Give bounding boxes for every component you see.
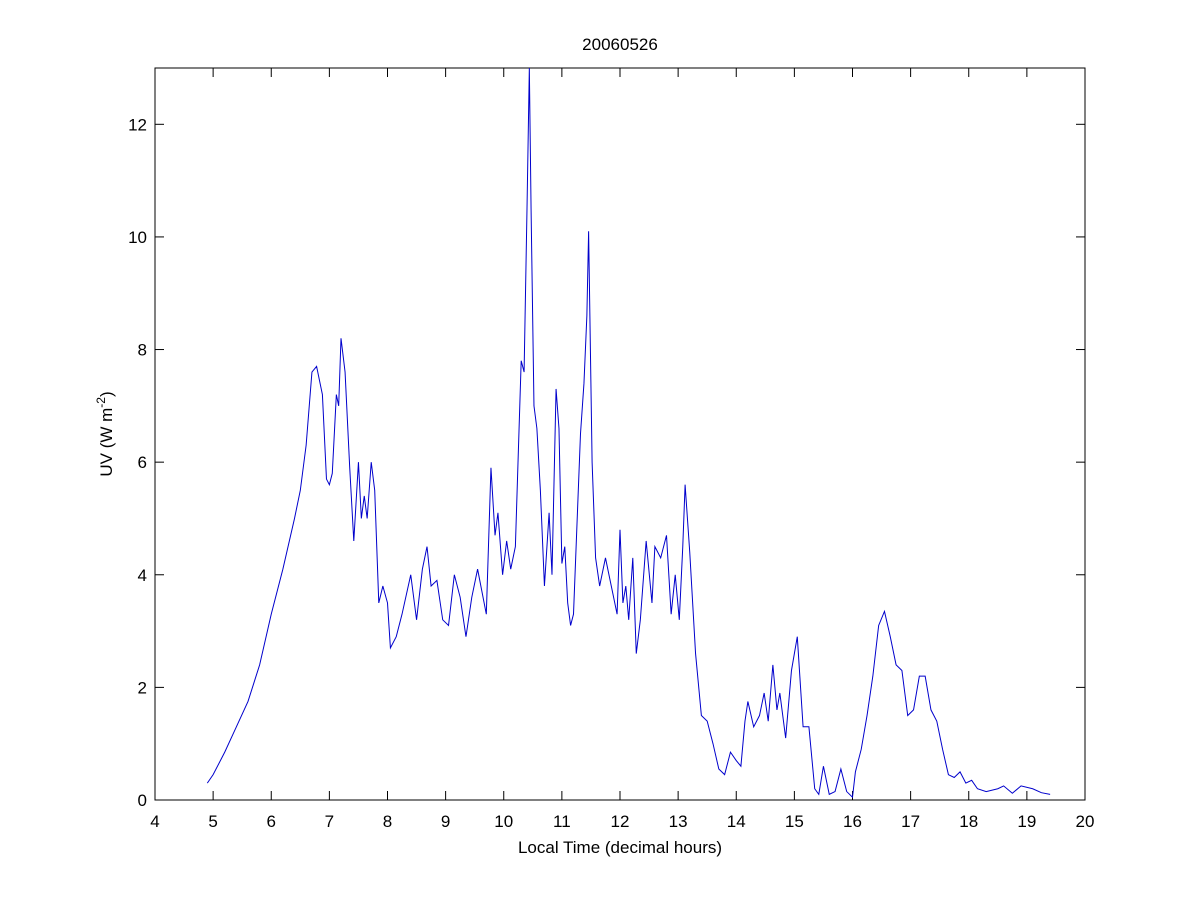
- y-tick-label: 8: [138, 341, 147, 360]
- x-tick-label: 17: [901, 812, 920, 831]
- y-tick-label: 2: [138, 678, 147, 697]
- plot-box: [154, 67, 1086, 801]
- x-axis-label: Local Time (decimal hours): [518, 838, 722, 857]
- x-tick-label: 14: [727, 812, 746, 831]
- y-axis-label: UV (W m-2): [94, 391, 116, 476]
- x-tick-label: 4: [150, 812, 159, 831]
- y-tick-label: 10: [128, 228, 147, 247]
- x-tick-label: 13: [669, 812, 688, 831]
- y-tick-label: 0: [138, 791, 147, 810]
- x-tick-label: 18: [959, 812, 978, 831]
- x-tick-label: 16: [843, 812, 862, 831]
- y-tick-label: 12: [128, 115, 147, 134]
- x-tick-label: 8: [383, 812, 392, 831]
- x-tick-label: 20: [1076, 812, 1095, 831]
- data-line: [206, 67, 1051, 799]
- x-tick-label: 10: [494, 812, 513, 831]
- y-label-sup: -2: [94, 397, 108, 408]
- x-tick-label: 7: [325, 812, 334, 831]
- y-label-main: UV (W m: [97, 408, 116, 477]
- x-tick-label: 15: [785, 812, 804, 831]
- x-tick-label: 5: [208, 812, 217, 831]
- y-tick-label: 6: [138, 453, 147, 472]
- chart-title: 20060526: [582, 35, 658, 54]
- x-tick-label: 19: [1017, 812, 1036, 831]
- y-label-end: ): [97, 391, 116, 397]
- x-tick-label: 11: [553, 812, 571, 831]
- y-tick-label: 4: [138, 566, 147, 585]
- x-tick-label: 9: [441, 812, 450, 831]
- x-tick-label: 6: [267, 812, 276, 831]
- x-tick-label: 12: [611, 812, 630, 831]
